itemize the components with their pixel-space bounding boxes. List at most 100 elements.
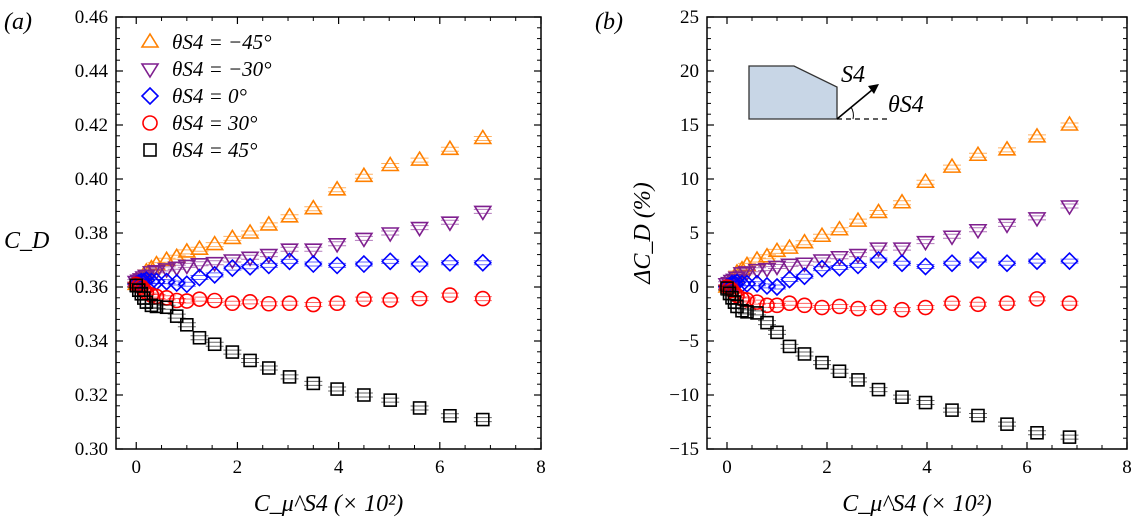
data-point [305, 296, 322, 313]
data-point [242, 294, 258, 310]
y-tick-label: 0.38 [75, 223, 108, 244]
x-tick-label: 2 [233, 457, 243, 478]
data-point [280, 243, 299, 259]
data-point [144, 298, 159, 313]
data-point [780, 270, 799, 289]
data-point [971, 408, 985, 423]
jet-arrow [836, 89, 873, 120]
angle-arc [850, 106, 854, 120]
data-point [381, 252, 400, 271]
data-point [440, 253, 460, 272]
data-point [259, 256, 278, 275]
y-tick-label: 5 [690, 223, 700, 244]
data-point [917, 299, 934, 316]
x-tick-label: 0 [131, 457, 141, 478]
data-point [850, 300, 866, 317]
data-point [1060, 251, 1079, 271]
y-tick-label: 0.36 [75, 277, 108, 298]
data-point [795, 267, 814, 286]
data-point [476, 412, 490, 427]
data-point [147, 264, 166, 281]
data-point [177, 275, 196, 294]
data-point [177, 242, 197, 258]
data-point [222, 228, 242, 245]
series-circle [718, 279, 1079, 318]
x-tick-label: 6 [435, 457, 445, 478]
data-point [1027, 251, 1047, 271]
y-tick-label: −5 [679, 331, 699, 352]
data-point [737, 255, 757, 272]
data-point [918, 395, 933, 410]
series-triangle-down [717, 200, 1079, 294]
data-point [869, 202, 888, 219]
data-point [942, 254, 962, 273]
data-point [830, 220, 849, 236]
data-point [815, 355, 829, 370]
arrow-head-icon [868, 84, 879, 94]
series-square [718, 281, 1079, 444]
data-point [240, 223, 260, 239]
y-tick-label: −10 [669, 385, 699, 406]
data-point [281, 295, 298, 312]
data-point [440, 216, 460, 232]
x-tick-label: 2 [822, 457, 832, 478]
x-tick-label: 8 [1122, 457, 1132, 478]
data-point [280, 252, 299, 271]
y-tick-label: 20 [680, 61, 699, 82]
data-point [330, 382, 344, 396]
data-point [812, 259, 832, 278]
legend-item: θS4 = −45° [140, 30, 272, 54]
data-point [782, 339, 797, 354]
data-point [1027, 212, 1047, 228]
data-point [354, 254, 374, 274]
data-point [192, 330, 207, 345]
data-point [1000, 417, 1014, 431]
legend-marker [143, 143, 157, 157]
data-point [475, 290, 491, 307]
data-point [740, 305, 754, 319]
data-point [354, 166, 374, 183]
legend-label: θS4 = −45° [172, 30, 272, 54]
data-point [869, 250, 888, 270]
legend-marker [142, 115, 158, 131]
data-point [180, 317, 194, 332]
data-point [812, 226, 832, 243]
data-point [259, 248, 279, 265]
data-point [851, 373, 865, 387]
y-tick-label: 0.40 [75, 169, 108, 190]
data-point [894, 301, 910, 318]
data-point [177, 259, 197, 275]
data-point [304, 254, 323, 274]
data-point [997, 254, 1017, 273]
data-point [737, 266, 757, 282]
legend-marker [140, 32, 160, 48]
data-point [999, 295, 1015, 312]
y-tick-label: 0.30 [75, 439, 108, 460]
data-point [410, 150, 430, 166]
data-point [892, 254, 912, 273]
y-tick-label: 0.46 [75, 7, 108, 28]
data-point [306, 376, 321, 391]
angle-label: θS4 [888, 92, 924, 118]
data-point [869, 242, 888, 258]
data-point [732, 267, 752, 283]
data-point [997, 140, 1017, 156]
data-point [327, 256, 347, 275]
data-point [205, 235, 225, 251]
data-point [380, 155, 400, 172]
data-point [760, 315, 774, 330]
legend-item: θS4 = −30° [140, 57, 272, 81]
data-point [780, 258, 799, 274]
data-point [442, 287, 458, 303]
data-point [443, 408, 457, 423]
series-circle [127, 276, 492, 313]
y-tick-label: 0.42 [75, 115, 108, 136]
data-point [945, 403, 959, 417]
data-point [830, 250, 849, 267]
y-axis-label: ΔC_D (%) [630, 182, 656, 284]
x-tick-label: 6 [1022, 457, 1032, 478]
data-point [968, 223, 988, 240]
data-point [968, 145, 988, 162]
data-point [916, 235, 935, 252]
